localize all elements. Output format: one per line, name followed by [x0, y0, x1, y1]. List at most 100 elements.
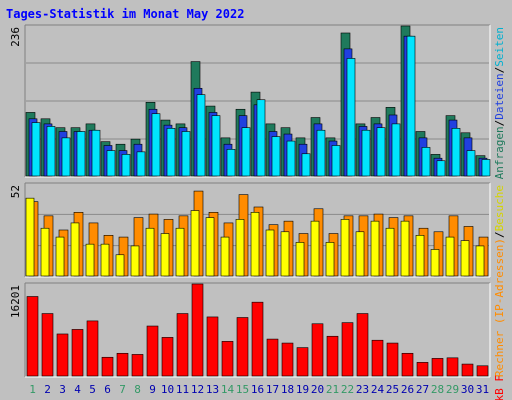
bar-kb — [446, 357, 459, 377]
x-tick-label: 24 — [371, 383, 385, 396]
bar-kb — [371, 339, 384, 377]
x-tick-label: 12 — [191, 383, 204, 396]
bar-kb — [356, 313, 369, 377]
bar-kb — [281, 342, 294, 377]
bar-seiten — [406, 35, 416, 177]
bar-kb — [191, 283, 204, 377]
x-tick-label: 30 — [461, 383, 474, 396]
bar-kb — [431, 358, 444, 377]
bar-kb — [311, 323, 324, 377]
bar-kb — [176, 313, 189, 377]
bar-seiten — [31, 122, 41, 177]
bar-besuche — [160, 233, 170, 277]
legend-hosts-part: / — [493, 231, 506, 238]
bar-kb — [56, 333, 69, 377]
legend-requests-part: Seiten — [493, 27, 506, 67]
bar-kb — [416, 362, 429, 377]
legend-hosts-part: (IP-Adressen) — [493, 238, 506, 331]
y-max-label-kb: 16201 — [9, 285, 22, 318]
bar-besuche — [475, 245, 485, 277]
legend-requests: Anfragen/Dateien/Seiten — [493, 27, 506, 179]
bar-seiten — [76, 131, 86, 177]
legend-requests-part: / — [493, 120, 506, 127]
bar-seiten — [451, 128, 461, 177]
bar-besuche — [370, 220, 380, 277]
x-tick-label: 8 — [134, 383, 141, 396]
legend-requests-part: Dateien — [493, 73, 506, 119]
chart-title: Tages-Statistik im Monat May 2022 — [6, 7, 244, 21]
bar-kb — [161, 337, 174, 377]
x-tick-label: 2 — [44, 383, 51, 396]
x-tick-label: 25 — [386, 383, 399, 396]
bar-kb — [86, 320, 99, 377]
bar-seiten — [46, 126, 56, 177]
bar-kb — [116, 352, 129, 377]
bar-besuche — [340, 219, 350, 277]
bar-kb — [251, 301, 264, 377]
x-tick-label: 4 — [74, 383, 81, 396]
bar-kb — [221, 341, 234, 377]
bar-kb — [236, 317, 249, 377]
bar-besuche — [145, 227, 155, 277]
legend-hosts-part: Rechner — [493, 330, 506, 377]
x-tick-label: 15 — [236, 383, 249, 396]
x-tick-label: 20 — [311, 383, 324, 396]
x-tick-label: 7 — [119, 383, 126, 396]
bar-besuche — [130, 245, 140, 277]
legend-kb-part: kB F — [493, 375, 506, 400]
bar-seiten — [361, 129, 371, 177]
bar-kb — [266, 338, 279, 377]
bar-kb — [71, 329, 84, 377]
bar-seiten — [226, 149, 236, 177]
bar-seiten — [376, 127, 386, 177]
bar-besuche — [445, 236, 455, 277]
bar-besuche — [70, 222, 80, 277]
bar-kb — [146, 325, 159, 377]
x-tick-label: 3 — [59, 383, 66, 396]
x-tick-label: 29 — [446, 383, 459, 396]
x-tick-label: 31 — [476, 383, 489, 396]
x-tick-label: 9 — [149, 383, 156, 396]
bar-besuche — [295, 242, 305, 277]
bar-besuche — [325, 242, 335, 277]
y-max-label-requests: 236 — [9, 27, 22, 47]
bar-kb — [461, 363, 474, 377]
x-tick-label: 13 — [206, 383, 219, 396]
bar-besuche — [220, 236, 230, 277]
bar-besuche — [115, 254, 125, 277]
bar-kb — [41, 313, 54, 377]
bar-besuche — [250, 212, 260, 277]
bar-kb — [326, 335, 339, 377]
bar-besuche — [205, 217, 215, 277]
bar-besuche — [25, 197, 35, 277]
x-tick-label: 5 — [89, 383, 96, 396]
bar-besuche — [400, 220, 410, 277]
x-tick-label: 23 — [356, 383, 369, 396]
bar-seiten — [121, 154, 131, 177]
bar-seiten — [151, 113, 161, 177]
bar-seiten — [331, 145, 341, 177]
legend-hosts-part: Besuche — [493, 185, 506, 231]
bar-kb — [386, 342, 399, 377]
bar-besuche — [280, 231, 290, 277]
x-tick-label: 10 — [161, 383, 174, 396]
bar-seiten — [61, 137, 71, 177]
bar-seiten — [466, 150, 476, 177]
bar-kb — [206, 316, 219, 377]
x-tick-label: 11 — [176, 383, 189, 396]
x-tick-label: 26 — [401, 383, 414, 396]
bar-kb — [26, 296, 39, 377]
bar-besuche — [100, 243, 110, 277]
bar-kb — [131, 354, 144, 377]
bar-besuche — [40, 227, 50, 277]
bar-besuche — [175, 227, 185, 277]
bar-seiten — [196, 94, 206, 177]
bar-besuche — [265, 229, 275, 277]
bar-kb — [101, 356, 114, 377]
legend-kb: kB F — [493, 375, 506, 400]
x-tick-label: 6 — [104, 383, 111, 396]
x-tick-label: 21 — [326, 383, 339, 396]
bar-seiten — [241, 127, 251, 177]
